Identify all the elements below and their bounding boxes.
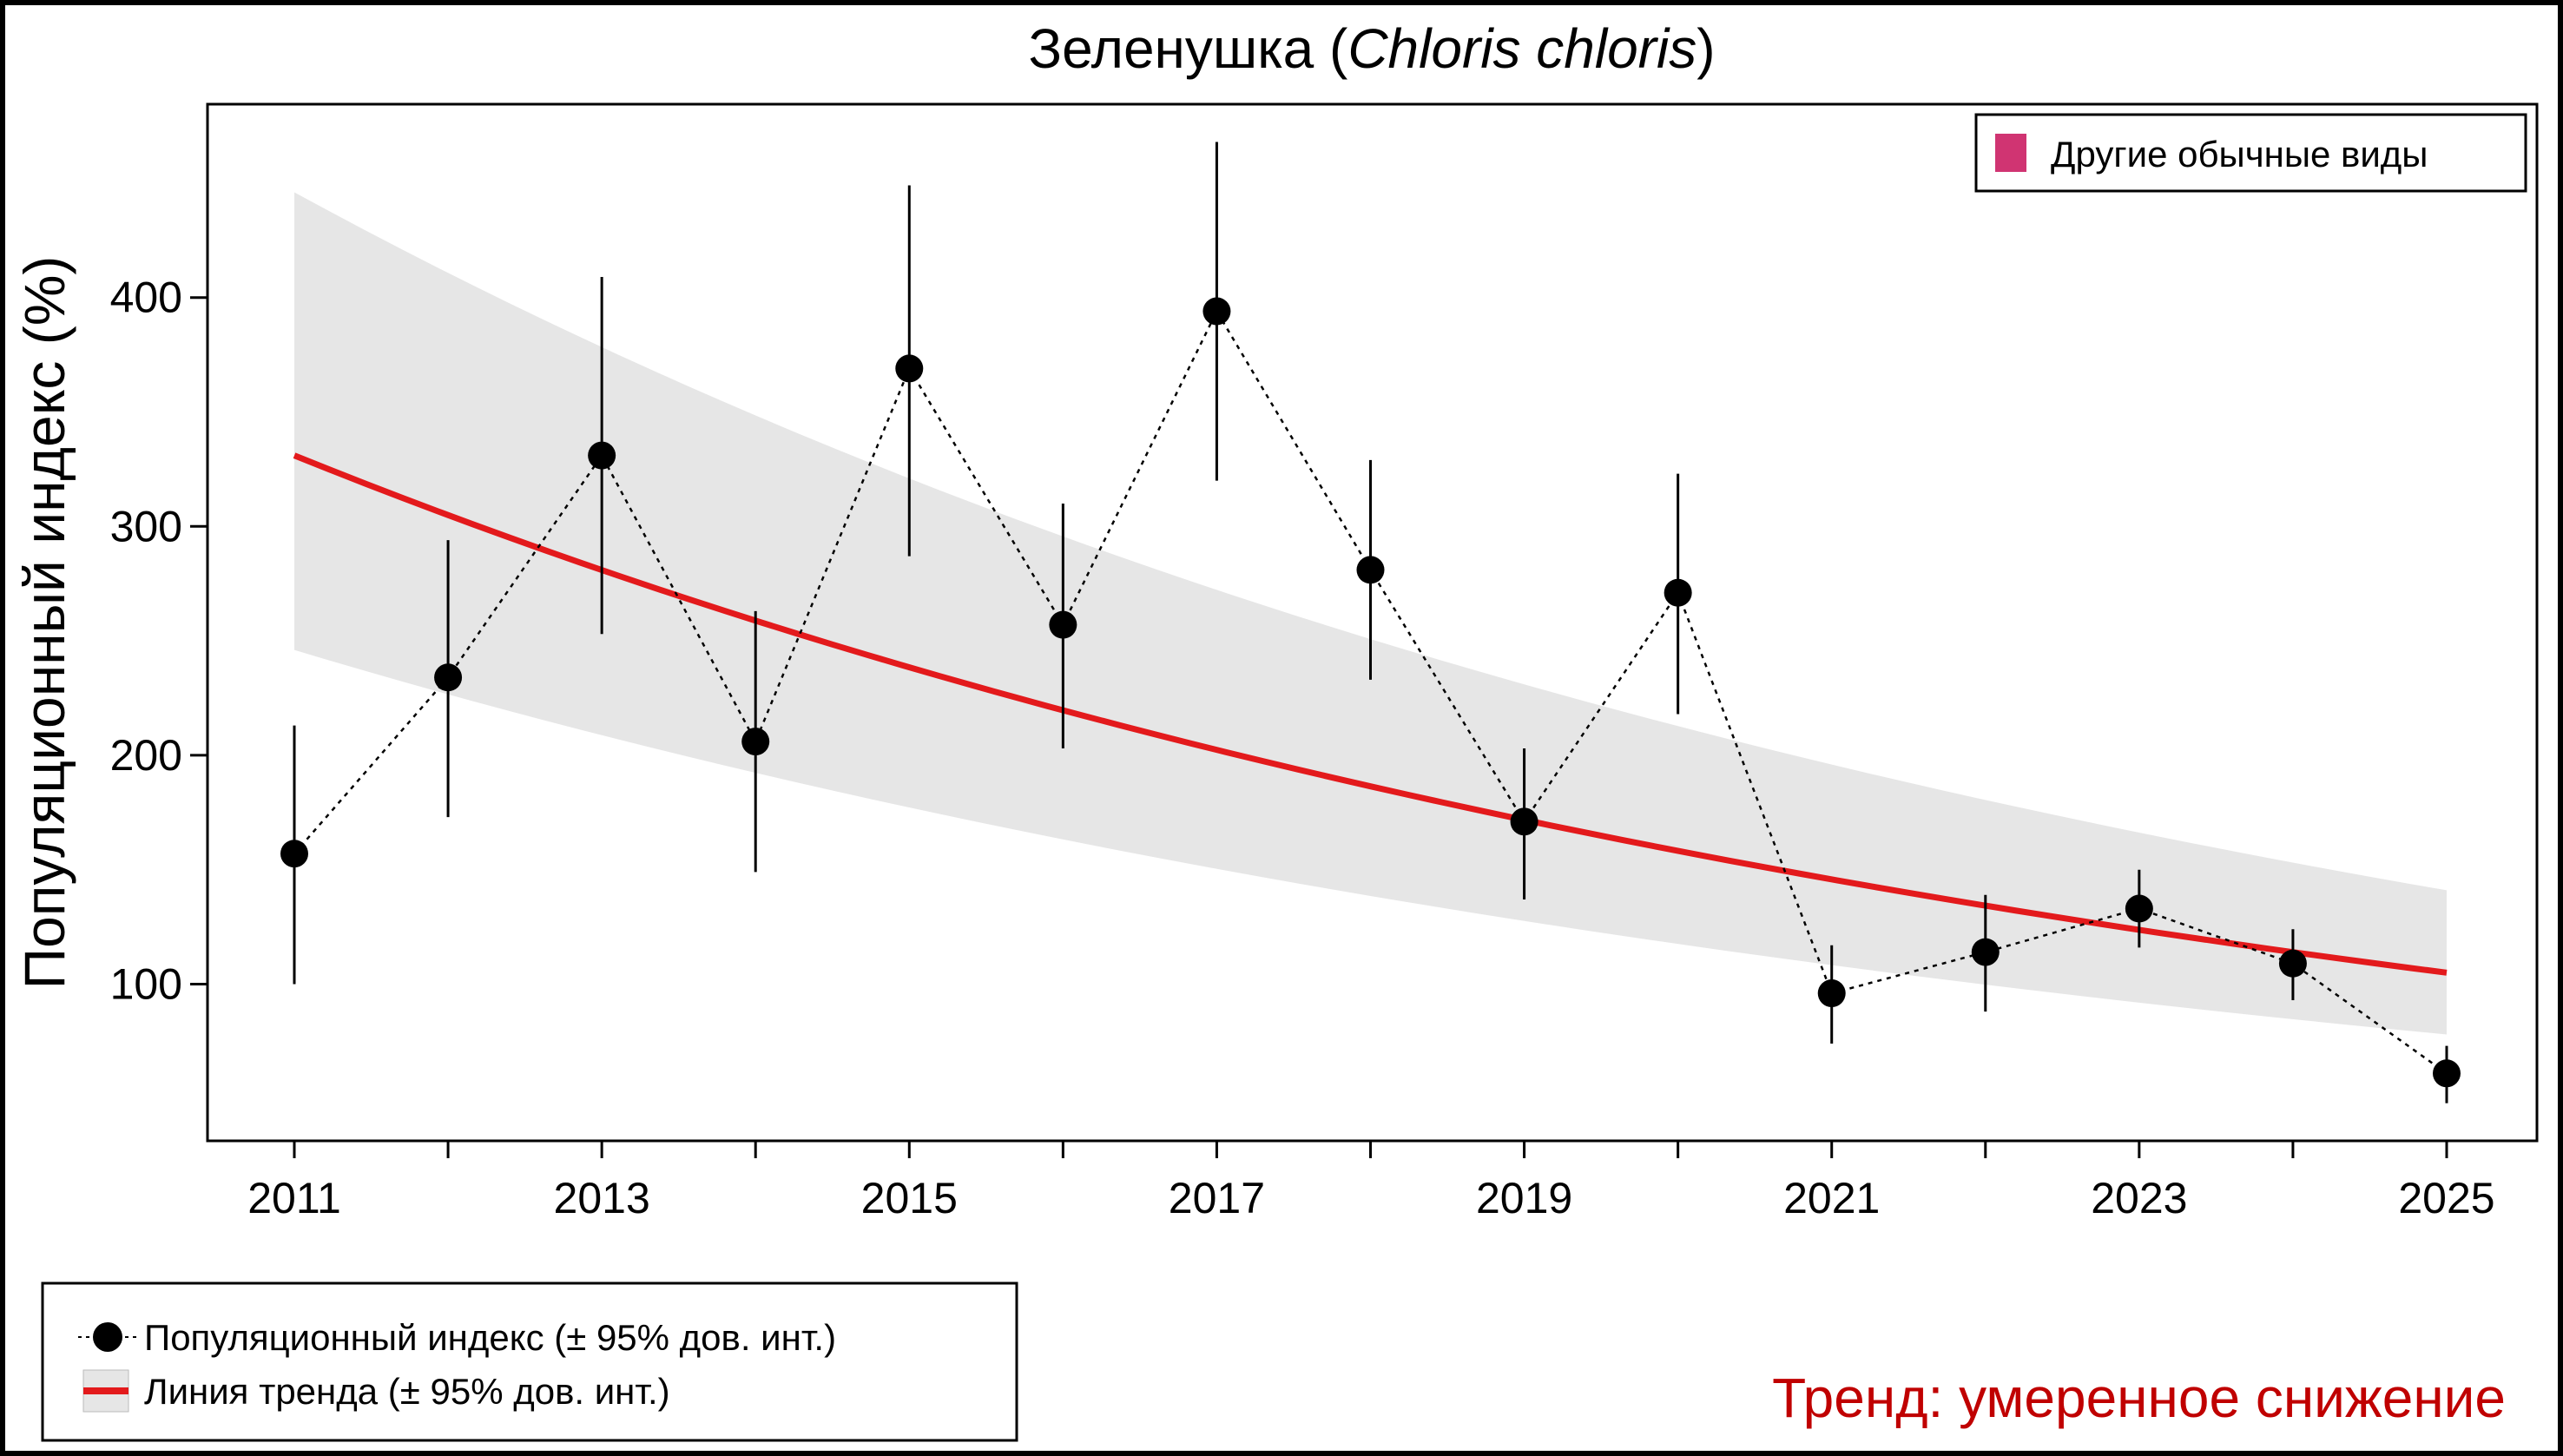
index-point-2025	[2433, 1059, 2461, 1088]
index-point-2014	[741, 728, 770, 756]
legend-index-label: Популяционный индекс (± 95% дов. инт.)	[144, 1317, 836, 1358]
x-tick-label-2021: 2021	[1783, 1174, 1880, 1222]
trend-confidence-band	[294, 192, 2447, 1035]
trend-classification: Тренд: умеренное снижение	[1772, 1367, 2506, 1429]
x-tick-label-2015: 2015	[861, 1174, 958, 1222]
x-tick-label-2013: 2013	[554, 1174, 650, 1222]
x-tick-label-2011: 2011	[247, 1174, 341, 1222]
index-point-2017	[1202, 297, 1231, 326]
legend-top: Другие обычные виды	[1974, 113, 2527, 193]
legend-other-species: Другие обычные виды	[2051, 134, 2428, 175]
index-point-2021	[1817, 979, 1846, 1008]
x-tick-label-2025: 2025	[2398, 1174, 2494, 1222]
index-point-2018	[1356, 556, 1385, 584]
index-point-2019	[1510, 807, 1538, 836]
chart-title: Зеленушка (Chloris chloris)	[1028, 17, 1715, 80]
legend-trend-label: Линия тренда (± 95% дов. инт.)	[144, 1371, 670, 1412]
plot-frame	[206, 102, 2539, 1143]
x-tick-label-2023: 2023	[2091, 1174, 2187, 1222]
x-tick-label-2017: 2017	[1169, 1174, 1265, 1222]
y-tick-label-200: 200	[110, 731, 182, 780]
x-tick-label-2019: 2019	[1476, 1174, 1572, 1222]
y-axis-label: Популяционный индекс (%)	[12, 256, 76, 990]
index-point-2011	[280, 840, 308, 868]
y-tick-label-100: 100	[110, 960, 182, 1009]
other-species-swatch	[1995, 134, 2026, 172]
y-tick-label-400: 400	[110, 273, 182, 322]
index-point-2012	[434, 663, 463, 692]
index-point-2020	[1664, 578, 1692, 607]
index-point-2015	[895, 354, 924, 383]
legend-index-marker	[93, 1322, 122, 1352]
index-point-2023	[2125, 894, 2153, 923]
y-tick-label-300: 300	[110, 502, 182, 550]
index-point-2024	[2278, 949, 2307, 978]
index-point-2016	[1049, 610, 1077, 639]
trend-line	[293, 452, 2448, 976]
index-point-2022	[1971, 938, 2000, 966]
legend-bottom: Популяционный индекс (± 95% дов. инт.) Л…	[41, 1281, 1018, 1442]
index-point-2013	[588, 441, 616, 470]
